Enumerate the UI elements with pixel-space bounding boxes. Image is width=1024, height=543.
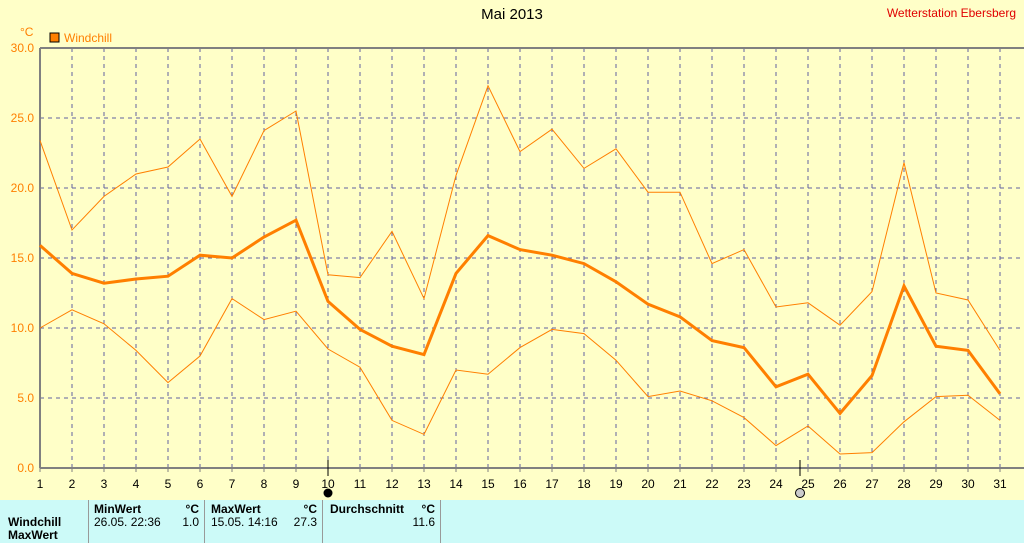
- label-col: Windchill MaxWert: [0, 500, 89, 543]
- x-tick-label: 28: [897, 477, 911, 491]
- station-name: Wetterstation Ebersberg: [886, 6, 1016, 20]
- y-tick-label: 5.0: [17, 391, 34, 405]
- x-tick-label: 15: [481, 477, 495, 491]
- x-tick-label: 10: [321, 477, 335, 491]
- x-tick-label: 19: [609, 477, 623, 491]
- x-tick-label: 21: [673, 477, 687, 491]
- full-moon-icon: [323, 488, 333, 498]
- x-tick-label: 12: [385, 477, 399, 491]
- x-tick-label: 8: [261, 477, 268, 491]
- stats-table: Windchill MaxWert MinWert °C 26.05. 22:3…: [0, 500, 1024, 543]
- min-value: 1.0: [182, 515, 199, 529]
- x-tick-label: 22: [705, 477, 719, 491]
- chart-title: Mai 2013: [481, 6, 543, 23]
- x-tick-label: 26: [833, 477, 847, 491]
- avg-value: 11.6: [412, 515, 435, 529]
- legend-swatch: [49, 32, 60, 43]
- x-tick-label: 14: [449, 477, 463, 491]
- x-tick-label: 9: [293, 477, 300, 491]
- x-tick-label: 5: [165, 477, 172, 491]
- unit: °C: [303, 502, 317, 516]
- x-tick-label: 1: [37, 477, 44, 491]
- max-value: 27.3: [293, 515, 317, 529]
- chart: 1 2 3 4 5 6 7 8 9 10 11 12 13 14 15 16 17 18 19 20 21 22 23 24 2…: [11, 25, 1024, 498]
- y-tick-label: 30.0: [11, 41, 35, 55]
- unit: °C: [185, 502, 199, 516]
- x-tick-label: 31: [993, 477, 1007, 491]
- x-tick-label: 27: [865, 477, 879, 491]
- new-moon-icon: [795, 488, 805, 498]
- legend-label: Windchill: [64, 31, 112, 45]
- y-tick-label: 0.0: [17, 461, 34, 475]
- row-label: MaxWert: [8, 528, 58, 542]
- x-tick-label: 6: [197, 477, 204, 491]
- max-col: MaxWert °C 15.05. 14:16 27.3: [205, 500, 323, 543]
- x-tick-label: 25: [801, 477, 815, 491]
- x-tick-label: 29: [929, 477, 943, 491]
- max-header: MaxWert: [211, 502, 261, 516]
- x-tick-label: 20: [641, 477, 655, 491]
- unit: °C: [421, 502, 435, 516]
- x-tick-label: 2: [69, 477, 76, 491]
- min-header: MinWert: [94, 502, 142, 516]
- x-tick-label: 11: [354, 477, 367, 491]
- x-tick-label: 17: [545, 477, 559, 491]
- row-label: Windchill: [8, 515, 62, 529]
- x-tick-label: 23: [737, 477, 751, 491]
- x-tick-label: 16: [513, 477, 527, 491]
- y-tick-label: 25.0: [11, 111, 35, 125]
- avg-col: Durchschnitt °C 11.6: [323, 500, 441, 543]
- x-tick-label: 3: [101, 477, 108, 491]
- y-tick-label: 10.0: [11, 321, 35, 335]
- y-tick-label: 20.0: [11, 181, 35, 195]
- avg-header: Durchschnitt: [330, 502, 405, 516]
- y-tick-label: 15.0: [11, 251, 35, 265]
- x-tick-label: 30: [961, 477, 975, 491]
- x-tick-label: 7: [229, 477, 236, 491]
- x-tick-label: 4: [133, 477, 140, 491]
- max-date: 15.05. 14:16: [211, 515, 278, 529]
- min-date: 26.05. 22:36: [94, 515, 161, 529]
- min-col: MinWert °C 26.05. 22:36 1.0: [89, 500, 205, 543]
- x-tick-label: 18: [577, 477, 591, 491]
- y-axis-unit: °C: [20, 25, 34, 39]
- x-tick-label: 13: [417, 477, 431, 491]
- x-tick-label: 24: [769, 477, 783, 491]
